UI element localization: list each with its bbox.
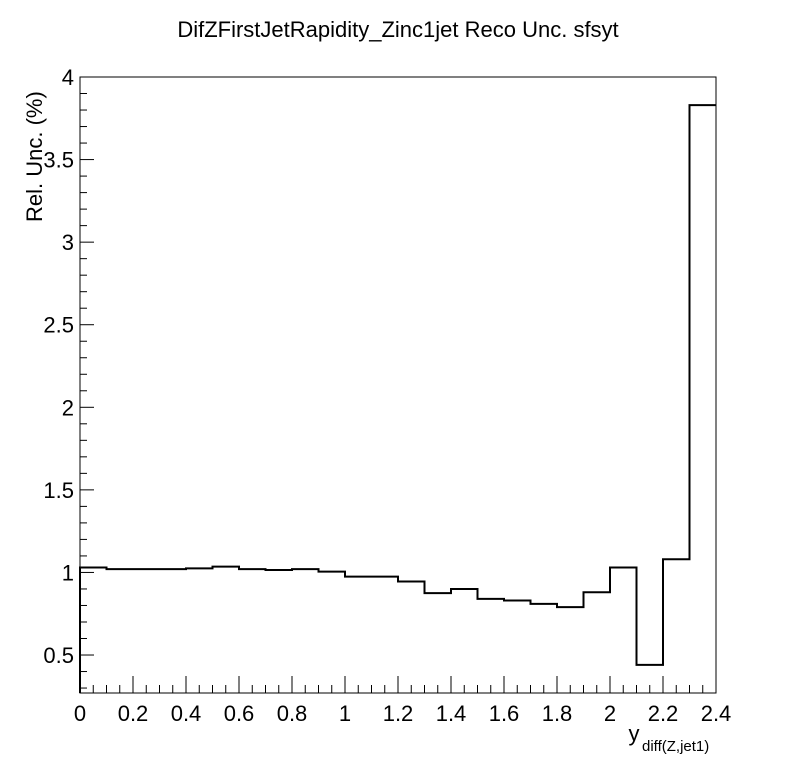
y-tick-label: 2.5 — [43, 313, 74, 338]
y-axis-title: Rel. Unc. (%) — [22, 91, 47, 222]
x-tick-label: 2.2 — [648, 701, 679, 726]
y-tick-label: 3.5 — [43, 148, 74, 173]
x-tick-label: 1.6 — [489, 701, 520, 726]
histogram-series — [79, 104, 716, 693]
y-tick-label: 3 — [62, 230, 74, 255]
y-tick-label: 4 — [62, 65, 74, 90]
x-tick-label: 0 — [74, 701, 86, 726]
y-axis-tick-labels: 0.5 1 1.5 2 2.5 3 3.5 4 — [43, 65, 74, 668]
x-tick-label: 1.8 — [542, 701, 573, 726]
x-tick-label: 2.4 — [701, 701, 732, 726]
x-tick-label: 0.4 — [171, 701, 202, 726]
x-axis-tick-labels: 0 0.2 0.4 0.6 0.8 1 1.2 1.4 1.6 1.8 2 2.2 2.4 — [74, 701, 731, 726]
x-tick-label: 1.4 — [436, 701, 467, 726]
x-axis-ticks — [79, 676, 717, 693]
y-tick-label: 2 — [62, 395, 74, 420]
y-tick-label: 1 — [62, 560, 74, 585]
x-axis-title-subscript: diff(Z,jet1) — [642, 738, 709, 755]
x-tick-label: 0.2 — [118, 701, 149, 726]
y-tick-label: 0.5 — [43, 643, 74, 668]
x-tick-label: 0.6 — [224, 701, 255, 726]
x-tick-label: 2 — [604, 701, 616, 726]
y-axis-ticks — [80, 76, 94, 689]
chart-title: DifZFirstJetRapidity_Zinc1jet Reco Unc. … — [177, 17, 618, 42]
x-tick-label: 1.2 — [383, 701, 414, 726]
x-tick-label: 1 — [339, 701, 351, 726]
plot-frame — [79, 76, 717, 694]
histogram-bins — [80, 105, 716, 665]
x-tick-label: 0.8 — [277, 701, 308, 726]
x-axis-title: y — [629, 721, 640, 746]
y-tick-label: 1.5 — [43, 478, 74, 503]
